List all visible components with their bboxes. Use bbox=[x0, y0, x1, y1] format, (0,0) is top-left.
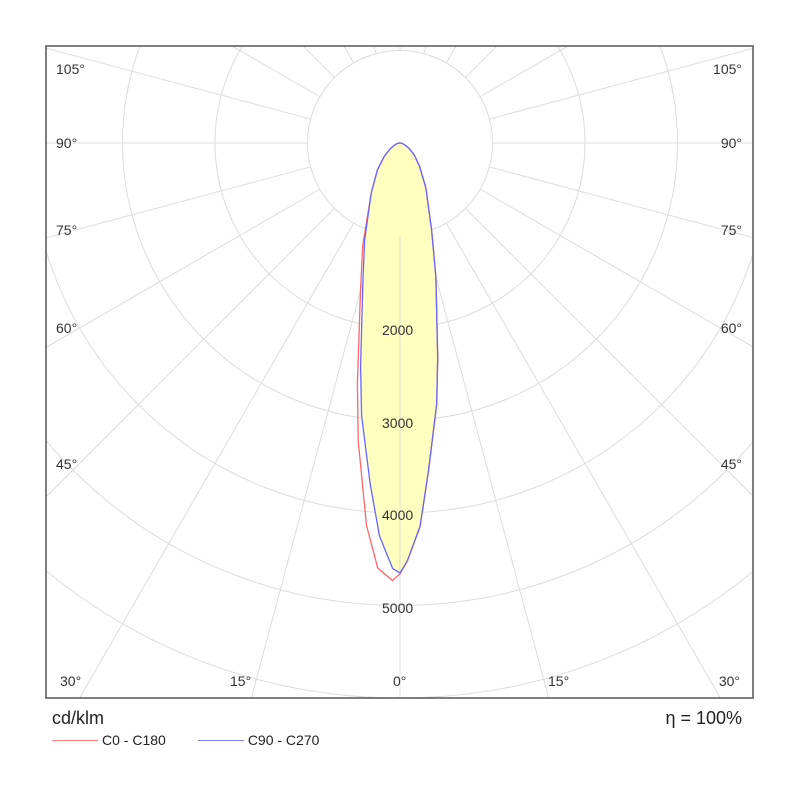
angle-label-right-105: 105° bbox=[713, 61, 742, 77]
ring-label-5000: 5000 bbox=[382, 600, 413, 616]
angle-label-bottom-left-30: 30° bbox=[60, 673, 81, 689]
curve-c90-c270 bbox=[359, 142, 439, 575]
legend: C0 - C180 C90 - C270 bbox=[52, 732, 351, 748]
angle-label-bottom-0: 0° bbox=[393, 673, 406, 689]
angle-label-left-75: 75° bbox=[56, 222, 77, 238]
ring-label-3000: 3000 bbox=[382, 415, 413, 431]
angle-label-left-45: 45° bbox=[56, 456, 77, 472]
legend-swatch-blue bbox=[197, 739, 244, 741]
angle-label-bottom-right-15: 15° bbox=[548, 673, 569, 689]
angle-label-left-90: 90° bbox=[56, 135, 77, 151]
ring-label-4000: 4000 bbox=[382, 507, 413, 523]
legend-item-c0-c180: C0 - C180 bbox=[52, 732, 166, 748]
ring-label-2000: 2000 bbox=[382, 322, 413, 338]
angle-label-bottom-left-15: 15° bbox=[230, 673, 251, 689]
legend-item-c90-c270: C90 - C270 bbox=[197, 732, 320, 748]
angle-label-left-60: 60° bbox=[56, 320, 77, 336]
plot-frame bbox=[45, 45, 754, 699]
efficiency-label: η = 100% bbox=[665, 708, 742, 728]
angle-label-right-60: 60° bbox=[721, 320, 742, 336]
angle-label-right-75: 75° bbox=[721, 222, 742, 238]
unit-label: cd/klm bbox=[52, 708, 105, 728]
angle-label-right-45: 45° bbox=[721, 456, 742, 472]
angle-label-left-105: 105° bbox=[56, 61, 85, 77]
legend-label-c0-c180: C0 - C180 bbox=[102, 732, 166, 748]
distribution-fill bbox=[360, 143, 438, 574]
legend-label-c90-c270: C90 - C270 bbox=[247, 732, 320, 748]
legend-swatch-red bbox=[52, 739, 98, 741]
angle-label-bottom-right-30: 30° bbox=[719, 673, 740, 689]
angle-label-right-90: 90° bbox=[721, 135, 742, 151]
